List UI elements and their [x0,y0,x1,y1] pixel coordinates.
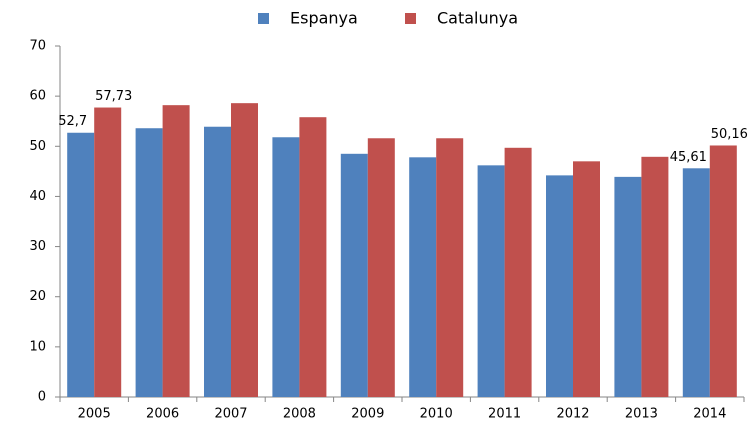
x-tick-label: 2007 [214,407,247,422]
bar [504,147,532,397]
data-label: 57,73 [95,89,132,104]
bar [546,175,573,397]
x-tick-label: 2011 [488,407,521,422]
bar [231,103,258,398]
bar [272,137,300,397]
y-tick-label: 60 [29,89,46,104]
y-tick-label: 50 [29,139,46,154]
bar [367,138,395,397]
y-tick-label: 20 [29,289,46,304]
legend-swatch [258,13,269,24]
legend-label: Espanya [290,9,358,28]
data-label: 50,16 [711,127,748,142]
bar [162,105,190,397]
y-tick-label: 70 [29,39,46,54]
x-tick-label: 2012 [556,407,589,422]
bar [67,132,95,398]
legend-swatch [405,13,416,24]
x-tick-label: 2014 [693,407,726,422]
bar [94,107,122,398]
data-label: 52,7 [58,114,87,129]
bar [573,161,600,397]
bar [340,153,368,397]
bar [299,117,327,398]
x-tick-label: 2005 [78,407,111,422]
y-tick-label: 0 [38,390,46,405]
bar [436,138,464,397]
data-label: 45,61 [670,150,707,165]
x-tick-label: 2010 [420,407,453,422]
bar [614,176,642,397]
y-tick-label: 40 [29,189,46,204]
x-tick-label: 2008 [283,407,316,422]
x-tick-label: 2006 [146,407,179,422]
bar [135,128,163,397]
bar [204,126,231,397]
bar [477,165,505,397]
bar [682,168,710,397]
bar [641,156,669,397]
y-tick-label: 10 [29,339,46,354]
x-tick-label: 2013 [625,407,658,422]
y-tick-label: 30 [29,239,46,254]
x-tick-label: 2009 [351,407,384,422]
bar [409,157,437,397]
legend-label: Catalunya [437,9,518,28]
bar [709,145,737,397]
